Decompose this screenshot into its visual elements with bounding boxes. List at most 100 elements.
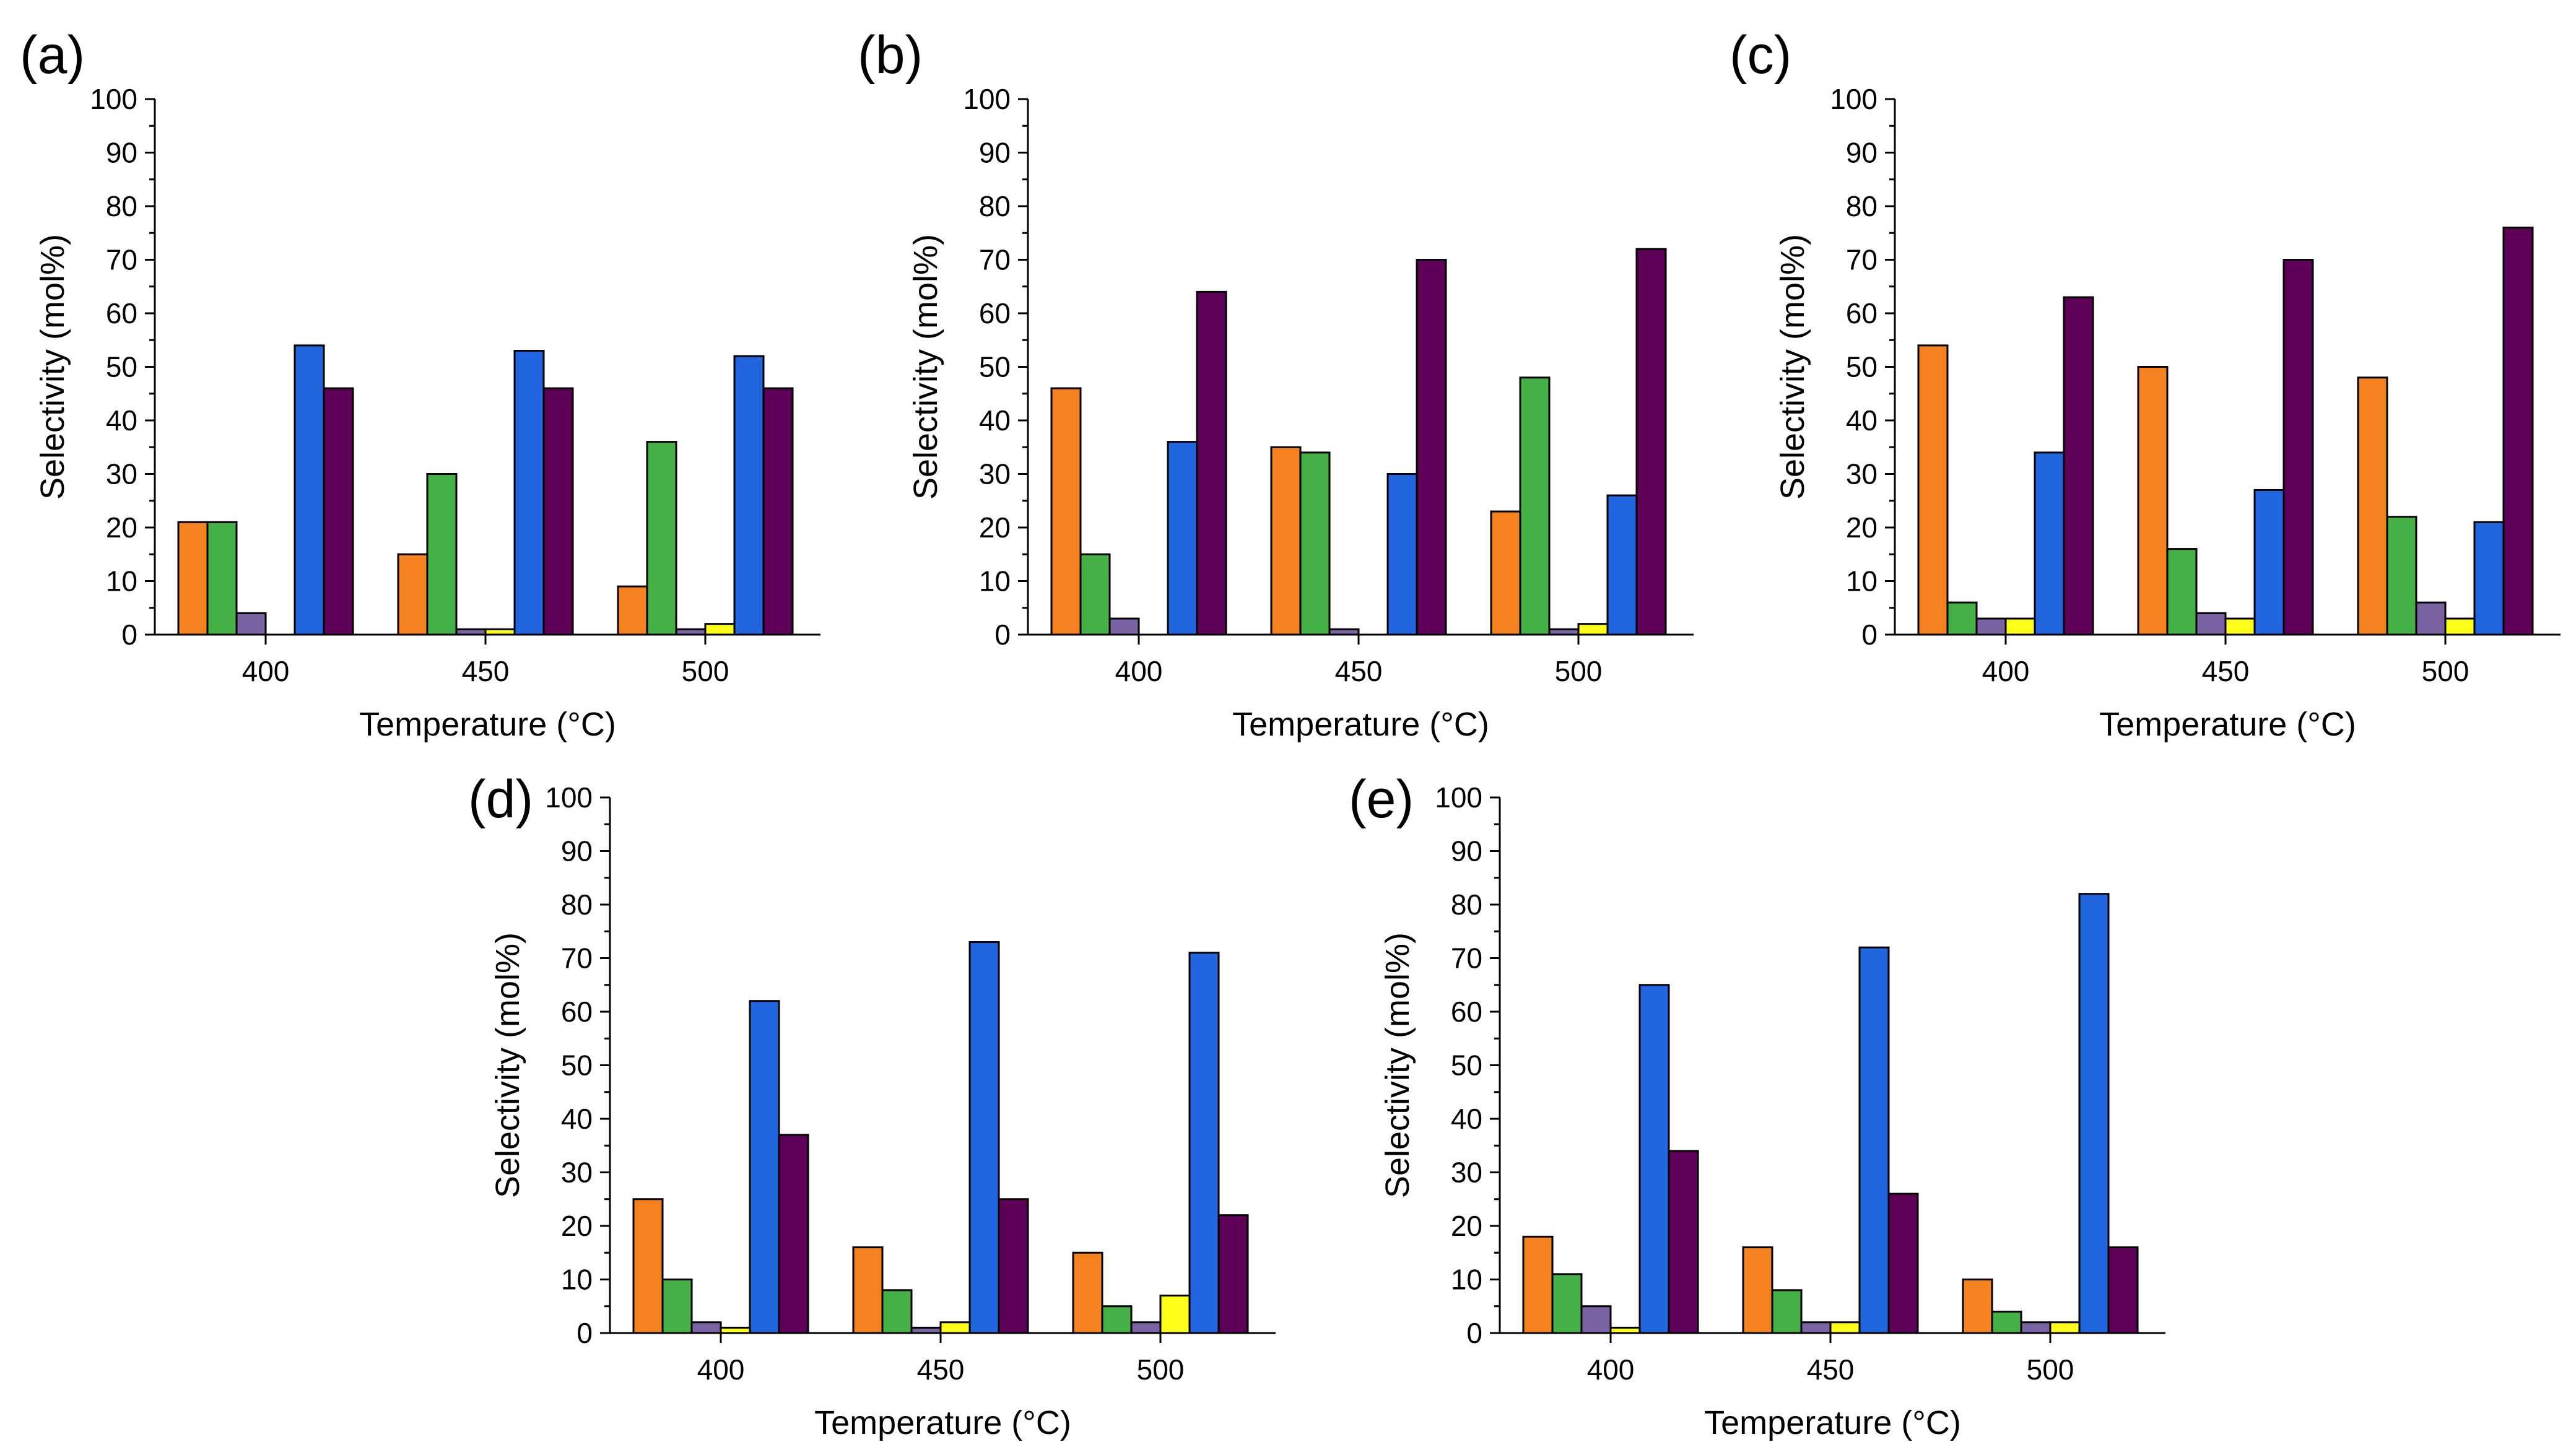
bar-dark_purple-500	[2502, 227, 2534, 636]
bar-blue-400	[749, 1000, 780, 1334]
bar-dark_purple-450	[1416, 259, 1447, 636]
y-axis-title: Selectivity (mol%)	[1774, 234, 1811, 500]
bar-dark_purple-450	[2282, 259, 2314, 636]
bar-blue-500	[2078, 893, 2110, 1334]
y-tick-label: 40	[1846, 404, 1878, 436]
y-tick-label: 30	[106, 458, 137, 490]
y-tick-label: 60	[1846, 297, 1878, 329]
y-tick-label: 0	[994, 619, 1011, 651]
bar-purple-450	[2195, 612, 2227, 636]
bar-green-400	[1079, 553, 1111, 636]
x-tick-label: 450	[1335, 655, 1383, 687]
y-tick-label: 90	[1846, 137, 1878, 169]
panel-label: (b)	[858, 25, 923, 85]
y-tick-label: 80	[106, 190, 137, 222]
bar-yellow-450	[939, 1321, 971, 1334]
bar-dark_purple-500	[1635, 248, 1667, 636]
y-tick-label: 90	[1451, 835, 1482, 867]
bar-purple-500	[2415, 601, 2447, 636]
x-tick-label: 450	[1807, 1353, 1855, 1386]
bar-green-450	[1299, 451, 1331, 636]
x-axis-title: Temperature (°C)	[1232, 706, 1489, 743]
bar-purple-400	[1108, 617, 1140, 636]
y-tick-label: 40	[979, 404, 1011, 436]
bar-blue-400	[1638, 984, 1670, 1334]
y-axis-title: Selectivity (mol%)	[1379, 932, 1416, 1198]
bar-yellow-500	[2444, 617, 2476, 636]
bar-blue-500	[733, 355, 765, 636]
x-axis-title: Temperature (°C)	[2099, 706, 2356, 743]
bar-yellow-500	[1577, 623, 1609, 636]
y-tick-label: 10	[1451, 1264, 1482, 1296]
bar-green-400	[206, 521, 238, 636]
y-tick-label: 60	[561, 996, 593, 1028]
x-tick-label: 500	[2027, 1353, 2074, 1386]
y-tick-label: 50	[979, 351, 1011, 383]
y-tick-label: 100	[90, 83, 137, 115]
bar-green-450	[881, 1289, 913, 1334]
y-tick-label: 40	[106, 404, 137, 436]
y-tick-label: 80	[979, 190, 1011, 222]
y-tick-label: 0	[1861, 619, 1878, 651]
bar-orange-500	[617, 585, 648, 636]
x-tick-label: 500	[682, 655, 729, 687]
y-tick-label: 90	[979, 137, 1011, 169]
bar-orange-450	[852, 1246, 884, 1334]
bar-dark_purple-400	[778, 1134, 809, 1334]
x-tick-label: 400	[1982, 655, 2030, 687]
y-tick-label: 100	[545, 781, 593, 814]
y-tick-label: 90	[561, 835, 593, 867]
x-axis-title: Temperature (°C)	[1704, 1404, 1961, 1441]
bar-orange-400	[177, 521, 209, 636]
bar-orange-400	[1050, 387, 1082, 636]
y-tick-label: 30	[1451, 1157, 1482, 1189]
bar-purple-400	[235, 612, 267, 636]
chart-panel-5: (e) 0 10 20 30 40 50 60 70 80 90 100 400 450 500 Temper…	[1349, 770, 2165, 1441]
y-tick-label: 50	[1451, 1049, 1482, 1082]
y-tick-label: 20	[1451, 1210, 1482, 1242]
bar-blue-450	[2253, 489, 2285, 636]
bar-purple-450	[1800, 1321, 1832, 1334]
panel-label: (a)	[20, 25, 85, 85]
y-tick-label: 10	[1846, 565, 1878, 597]
bar-orange-400	[1917, 344, 1949, 636]
bar-purple-400	[1975, 617, 2007, 636]
bar-blue-400	[294, 344, 325, 636]
bar-blue-450	[1858, 946, 1890, 1334]
bar-green-450	[426, 473, 458, 636]
panel-label: (e)	[1349, 770, 1414, 829]
bar-blue-500	[2473, 521, 2505, 636]
bar-blue-400	[1167, 441, 1198, 636]
bar-dark_purple-400	[2063, 296, 2094, 636]
bar-purple-500	[2020, 1321, 2052, 1334]
y-tick-label: 60	[1451, 996, 1482, 1028]
bar-blue-500	[1606, 494, 1638, 636]
bar-orange-450	[397, 553, 429, 636]
bar-yellow-400	[2004, 617, 2036, 636]
bar-dark_purple-400	[323, 387, 354, 636]
y-tick-label: 80	[1846, 190, 1878, 222]
y-tick-label: 80	[1451, 888, 1482, 921]
bar-orange-450	[2137, 366, 2169, 636]
bar-orange-450	[1742, 1246, 1773, 1334]
y-tick-label: 30	[561, 1157, 593, 1189]
bar-dark_purple-450	[542, 387, 574, 636]
bar-orange-500	[1490, 510, 1521, 636]
y-tick-label: 60	[106, 297, 137, 329]
y-tick-label: 20	[979, 511, 1011, 544]
bar-yellow-450	[1829, 1321, 1861, 1334]
bar-purple-400	[1580, 1305, 1612, 1334]
y-tick-label: 70	[1846, 244, 1878, 276]
panel-label: (c)	[1730, 25, 1791, 85]
bar-dark_purple-450	[1887, 1192, 1919, 1334]
y-axis-title: Selectivity (mol%)	[34, 234, 71, 500]
bar-yellow-500	[2049, 1321, 2081, 1334]
y-tick-label: 100	[1830, 83, 1878, 115]
y-tick-label: 20	[561, 1210, 593, 1242]
chart-panel-4: (d) 0 10 20 30 40 50 60 70 80 90 100 400 450 500 Temper…	[468, 770, 1276, 1441]
x-tick-label: 450	[2202, 655, 2250, 687]
y-tick-label: 50	[106, 351, 137, 383]
bar-orange-400	[1522, 1235, 1554, 1334]
bar-dark_purple-500	[1217, 1214, 1249, 1334]
bar-blue-400	[2034, 451, 2065, 636]
